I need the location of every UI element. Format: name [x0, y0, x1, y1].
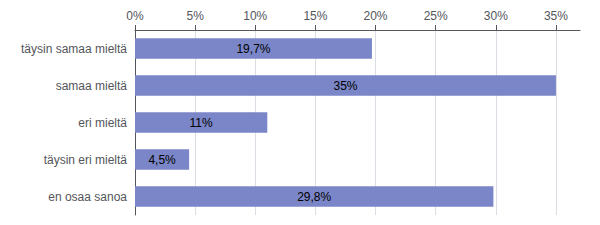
svg-text:25%: 25% — [424, 9, 448, 23]
svg-text:29,8%: 29,8% — [297, 190, 331, 204]
svg-text:täysin samaa mieltä: täysin samaa mieltä — [21, 42, 127, 56]
svg-text:15%: 15% — [303, 9, 327, 23]
svg-text:eri mieltä: eri mieltä — [78, 116, 127, 130]
svg-text:19,7%: 19,7% — [236, 42, 270, 56]
svg-text:täysin eri mieltä: täysin eri mieltä — [44, 153, 128, 167]
svg-text:0%: 0% — [126, 9, 144, 23]
svg-text:30%: 30% — [484, 9, 508, 23]
svg-text:samaa mieltä: samaa mieltä — [56, 79, 128, 93]
svg-text:10%: 10% — [243, 9, 267, 23]
svg-text:en osaa sanoa: en osaa sanoa — [48, 190, 127, 204]
svg-text:35%: 35% — [333, 79, 357, 93]
svg-text:35%: 35% — [544, 9, 568, 23]
svg-text:11%: 11% — [190, 116, 213, 130]
svg-text:5%: 5% — [186, 9, 204, 23]
svg-text:4,5%: 4,5% — [148, 153, 176, 167]
svg-text:20%: 20% — [364, 9, 388, 23]
